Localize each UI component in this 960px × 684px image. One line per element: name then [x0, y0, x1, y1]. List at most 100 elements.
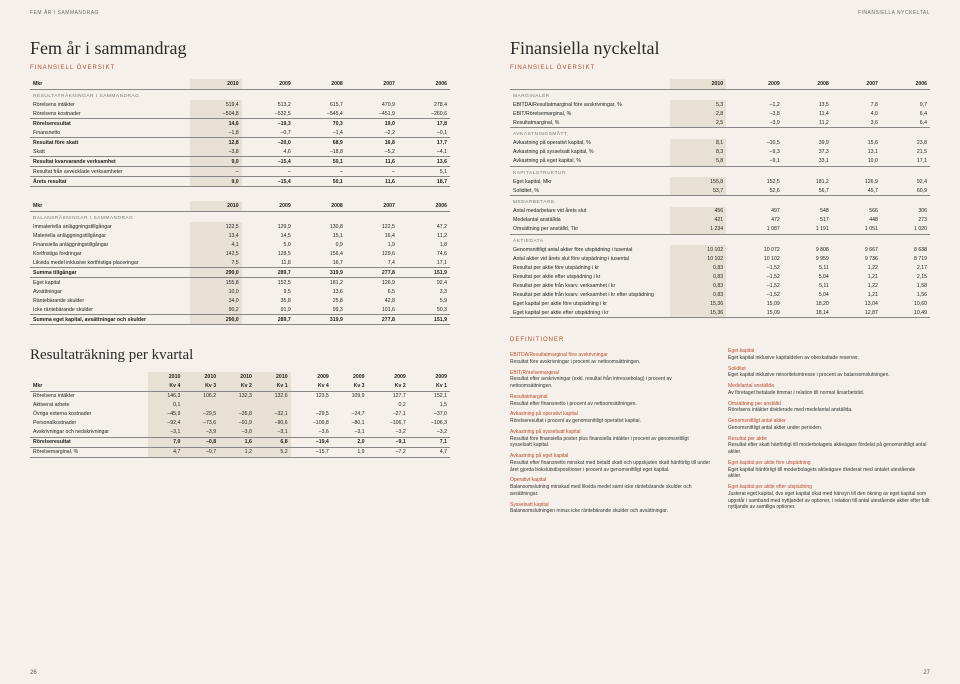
cell: 156,4 — [294, 249, 346, 258]
cell: 12,87 — [832, 308, 881, 318]
cell: 319,9 — [294, 315, 346, 325]
cell: 5,0 — [242, 240, 294, 249]
cell: –32,1 — [255, 410, 291, 419]
table-row: Resultat per aktie efter utspädning i kr… — [510, 272, 930, 281]
cell: 1,58 — [881, 281, 930, 290]
header-cell: 2010 — [190, 79, 242, 89]
cell: –35,8 — [219, 410, 255, 419]
cell: Övriga externa kostnader — [30, 410, 148, 419]
cell: –2,2 — [346, 128, 398, 138]
cell: –1,2 — [726, 100, 783, 109]
cell: 5,11 — [783, 263, 832, 272]
cell: Materiella anläggningstillgångar — [30, 231, 190, 240]
cell: 306 — [881, 207, 930, 216]
cell: –15,7 — [291, 447, 332, 457]
cell: Eget kapital, Mkr — [510, 177, 670, 186]
cell: –106,7 — [368, 419, 409, 428]
cell: 101,6 — [346, 305, 398, 315]
table-row: Skatt–3,84,6–18,8–5,2–4,1 — [30, 147, 450, 157]
table-row: Övriga externa kostnader–45,9–29,5–35,8–… — [30, 410, 450, 419]
definition-body: Av företaget betalade timmar i relation … — [728, 390, 930, 397]
cell: –0,1 — [398, 128, 450, 138]
table-row: Rörelsens kostnader–504,8–532,5–545,4–45… — [30, 109, 450, 119]
definition-body: Resultat före finansiella poster plus fi… — [510, 436, 712, 450]
header-cell: 2006 — [881, 79, 930, 89]
cell: –504,8 — [190, 109, 242, 119]
table-subhead: MEDARBETARE — [510, 196, 930, 207]
cell: 19,0 — [346, 119, 398, 129]
cell: 1,21 — [832, 272, 881, 281]
cell: 132,3 — [219, 391, 255, 401]
header-cell: Mkr — [30, 201, 190, 211]
table-row: Icke räntebärande skulder90,291,999,3101… — [30, 305, 450, 315]
cell — [291, 401, 332, 410]
cell: –19,4 — [291, 437, 332, 447]
table-row: Avskrivningar och nedskrivningar–3,1–3,9… — [30, 428, 450, 438]
cell: 6,5 — [346, 287, 398, 296]
cell: Resultat per aktie från kvarv. verksamhe… — [510, 281, 670, 290]
cell: 2,17 — [881, 263, 930, 272]
cell: Medelantal anställda — [510, 216, 670, 225]
cell: –3,1 — [148, 428, 184, 438]
header-cell: 2007 — [346, 79, 398, 89]
definition-body: Genomsnittligt antal aktier under period… — [728, 425, 930, 432]
cell: 7,1 — [409, 437, 450, 447]
cell: Summa eget kapital, avsättningar och sku… — [30, 315, 190, 325]
header-cell: Kv 2 — [368, 381, 409, 391]
cell: 4,7 — [148, 447, 184, 457]
cell: –4,1 — [398, 147, 450, 157]
table-row: EBIT/Rörelsemarginal, %2,8–3,811,44,06,4 — [510, 109, 930, 118]
cell: –1,8 — [190, 128, 242, 138]
header-cell: 2010 — [670, 79, 727, 89]
cell: 1,8 — [398, 240, 450, 249]
table-row: Resultatmarginal, %2,5–3,911,23,66,4 — [510, 118, 930, 128]
left-section-label: FINANSIELL ÖVERSIKT — [30, 65, 450, 71]
cell: 10 102 — [726, 254, 783, 263]
cell: 52,6 — [726, 186, 783, 196]
cell: 13,6 — [398, 157, 450, 167]
header-cell: 2006 — [398, 79, 450, 89]
cell: EBITDA/Resultatmarginal före avskrivning… — [510, 100, 670, 109]
cell: 50,3 — [398, 305, 450, 315]
cell: 7,0 — [148, 437, 184, 447]
table-row: Rörelseresultat7,0–0,81,66,8–19,42,0–9,1… — [30, 437, 450, 447]
cell: –3,0 — [219, 428, 255, 438]
header-cell: 2009 — [409, 372, 450, 381]
table-row: Rörelsens intäkter519,4513,2615,7470,927… — [30, 100, 450, 109]
cell: 6,4 — [881, 109, 930, 118]
table-header-row: 20102009200820072006 — [510, 79, 930, 89]
header-cell: 2010 — [190, 201, 242, 211]
cell: 11,2 — [783, 118, 832, 128]
cell: 497 — [726, 207, 783, 216]
cell: Rörelsens kostnader — [30, 109, 190, 119]
cell: 151,9 — [398, 315, 450, 325]
cell: 4,0 — [832, 109, 881, 118]
cell: 16,8 — [346, 138, 398, 148]
cell: Immateriella anläggningstillgångar — [30, 222, 190, 231]
cell: 10,60 — [881, 299, 930, 308]
cell: 13,6 — [294, 287, 346, 296]
cell: 5,11 — [783, 281, 832, 290]
cell: 129,6 — [346, 249, 398, 258]
table-row: Aktiverat arbete0,10,21,5 — [30, 401, 450, 410]
cell: 25,8 — [294, 296, 346, 305]
table-header-row: MkrKv 4Kv 3Kv 2Kv 1Kv 4Kv 3Kv 2Kv 1 — [30, 381, 450, 391]
cell: Finansiella anläggningstillgångar — [30, 240, 190, 249]
cell: 2,0 — [332, 437, 368, 447]
cell: –20,0 — [242, 138, 294, 148]
cell: 1,9 — [346, 240, 398, 249]
definition-body: Resultat efter finansnetto i procent av … — [510, 401, 712, 408]
header-cell — [30, 372, 148, 381]
cell: 122,5 — [346, 222, 398, 231]
table-row: Summa tillgångar290,0289,7319,9277,8151,… — [30, 268, 450, 278]
cell: 1,9 — [332, 447, 368, 457]
cell: –19,3 — [242, 119, 294, 129]
cell: 3,3 — [398, 287, 450, 296]
table-subhead: RESULTATRÄKNINGAR I SAMMANDRAG — [30, 89, 450, 100]
table-row: Rörelseresultat14,6–19,370,319,017,8 — [30, 119, 450, 129]
table-row: Resultat per aktie från kvarv. verksamhe… — [510, 281, 930, 290]
cell: –3,2 — [409, 428, 450, 438]
cell: 9,0 — [190, 157, 242, 167]
cell: Årets resultat — [30, 177, 190, 187]
table-row: Soliditet, %53,752,656,745,760,9 — [510, 186, 930, 196]
